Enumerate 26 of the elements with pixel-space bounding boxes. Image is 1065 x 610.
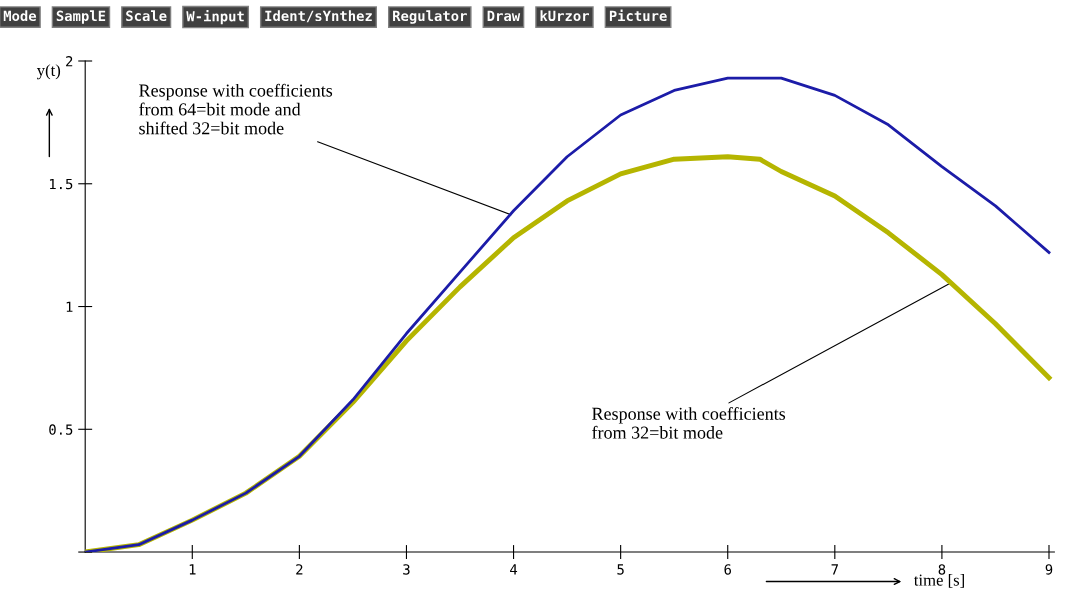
text: Draw: [487, 10, 521, 22]
y-tick-label: 1: [66, 301, 73, 312]
x-tick-label: 5: [617, 564, 624, 575]
text: Ident/sYnthez: [265, 10, 372, 23]
annotation: Response with coefficients from 32=bit mode: [592, 406, 786, 439]
text: Scale: [126, 10, 167, 22]
y-tick-label: 0.5: [49, 424, 73, 435]
text: Regulator: [393, 10, 467, 24]
x-tick-label: 8: [938, 564, 946, 575]
text: Picture: [609, 9, 667, 22]
text: SamplE: [56, 10, 106, 24]
x-tick-label: 2: [296, 564, 303, 575]
x-tick-label: 7: [831, 564, 838, 575]
y-axis-title: y(t): [36, 64, 61, 80]
y-tick-label: 1.5: [49, 178, 73, 190]
x-tick-label: 4: [510, 564, 518, 575]
x-tick-label: 9: [1045, 564, 1053, 575]
line-series: [85, 76, 1051, 553]
annotation: Response with coefficients from 64=bit mode and shifted 32=bit mode: [139, 83, 333, 135]
text: Mode: [3, 10, 37, 22]
y-tick-label: 2: [66, 56, 73, 67]
text: W-input: [186, 9, 244, 25]
x-tick-label: 6: [724, 564, 732, 575]
x-tick-label: 3: [403, 564, 410, 575]
x-tick-label: 1: [189, 564, 196, 575]
text: kUrzor: [540, 10, 589, 22]
